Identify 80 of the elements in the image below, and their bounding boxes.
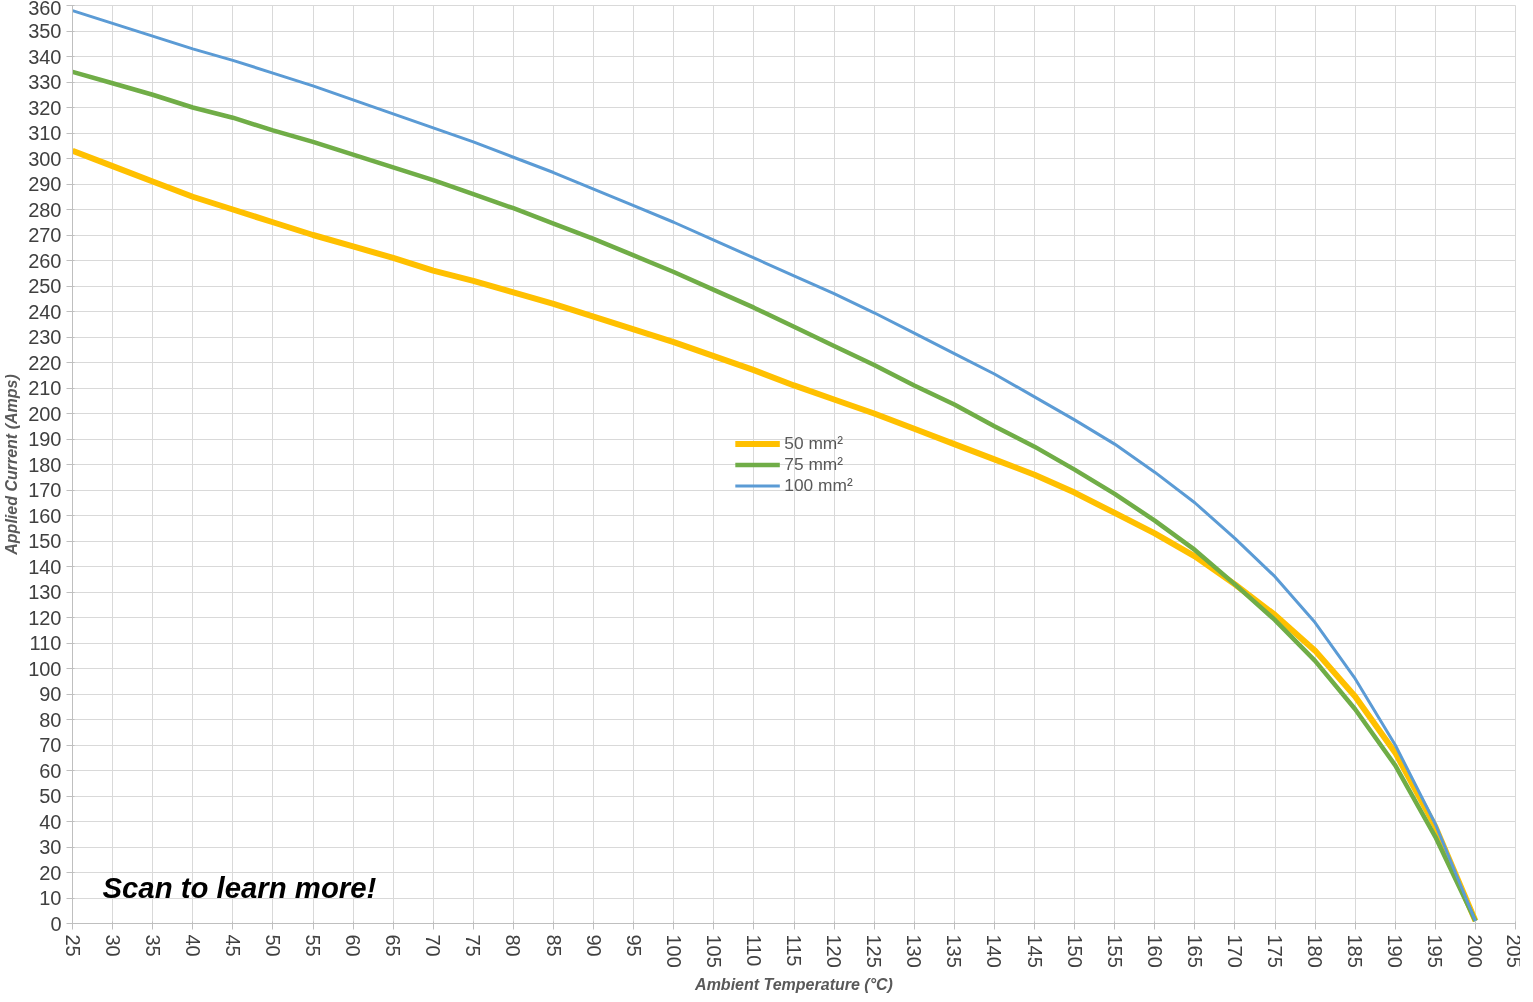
- y-tick-label: 20: [39, 861, 62, 884]
- legend-label: 75 mm²: [784, 453, 844, 475]
- y-tick-label: 50: [39, 785, 62, 807]
- y-tick-label: 230: [28, 326, 62, 348]
- y-tick-label: 70: [39, 734, 62, 756]
- x-tick-label: 200: [1464, 934, 1487, 968]
- annotation: Scan to learn more!: [102, 870, 377, 904]
- x-tick-label: 35: [141, 934, 164, 957]
- x-tick-label: 180: [1304, 934, 1327, 968]
- y-axis-title: Applied Current (Amps): [3, 374, 21, 556]
- y-tick-label: 130: [28, 581, 62, 603]
- y-tick-label: 270: [28, 224, 62, 246]
- x-tick-label: 155: [1103, 934, 1126, 968]
- x-tick-label: 110: [742, 934, 765, 967]
- y-tick-label: 290: [28, 173, 62, 195]
- y-tick-label: 170: [28, 479, 62, 501]
- x-tick-label: 125: [863, 934, 886, 968]
- y-tick-label: 180: [28, 453, 62, 476]
- y-tick-label: 260: [28, 249, 62, 272]
- x-tick-label: 25: [61, 934, 84, 957]
- x-tick-label: 185: [1344, 934, 1367, 968]
- x-axis-title: Ambient Temperature (°C): [694, 975, 893, 993]
- y-tick-label: 110: [29, 632, 62, 654]
- y-tick-label: 340: [28, 45, 62, 68]
- x-tick-label: 55: [302, 934, 324, 957]
- y-tick-label: 90: [39, 683, 62, 705]
- x-tick-label: 105: [702, 934, 725, 968]
- y-tick-label: 100: [28, 657, 62, 680]
- x-tick-label: 135: [943, 934, 966, 968]
- y-tick-label: 200: [28, 402, 62, 425]
- y-tick-label: 40: [39, 810, 62, 833]
- x-tick-label: 190: [1384, 934, 1407, 968]
- y-tick-label: 310: [28, 122, 62, 144]
- x-tick-label: 85: [542, 934, 565, 957]
- y-tick-label: 60: [39, 759, 62, 782]
- y-tick-label: 150: [28, 530, 62, 552]
- x-tick-label: 30: [101, 934, 124, 957]
- y-tick-label: 140: [28, 555, 62, 578]
- x-tick-label: 80: [502, 934, 525, 957]
- x-tick-label: 160: [1143, 934, 1166, 968]
- x-tick-label: 120: [823, 934, 846, 968]
- y-tick-label: 120: [28, 606, 62, 629]
- y-tick-label: 0: [50, 912, 62, 935]
- y-tick-label: 250: [28, 275, 62, 297]
- y-tick-label: 280: [28, 198, 62, 221]
- y-tick-label: 360: [28, 0, 62, 19]
- x-tick-label: 145: [1023, 934, 1046, 968]
- legend-label: 50 mm²: [784, 432, 844, 454]
- y-tick-label: 30: [39, 836, 62, 858]
- x-tick-label: 195: [1424, 934, 1447, 968]
- x-tick-label: 170: [1223, 934, 1246, 968]
- x-tick-label: 65: [382, 934, 405, 957]
- y-tick-label: 300: [28, 147, 62, 170]
- y-tick-label: 190: [28, 428, 62, 450]
- x-tick-label: 70: [422, 934, 445, 957]
- x-tick-label: 90: [582, 934, 605, 957]
- y-tick-label: 80: [39, 708, 62, 731]
- y-tick-label: 210: [28, 377, 62, 399]
- x-tick-label: 40: [181, 934, 204, 957]
- x-tick-label: 100: [662, 934, 685, 968]
- y-tick-label: 240: [28, 300, 62, 323]
- x-tick-label: 130: [903, 934, 926, 968]
- x-tick-label: 150: [1063, 934, 1086, 968]
- x-tick-label: 45: [221, 934, 244, 957]
- x-tick-label: 115: [783, 934, 805, 967]
- y-tick-label: 160: [28, 504, 62, 527]
- y-tick-label: 350: [28, 20, 62, 42]
- x-tick-label: 75: [462, 934, 485, 957]
- x-tick-label: 140: [983, 934, 1006, 968]
- y-tick-label: 10: [39, 887, 62, 909]
- y-tick-label: 330: [28, 71, 62, 93]
- x-tick-label: 50: [261, 934, 284, 957]
- y-tick-label: 320: [28, 96, 62, 119]
- x-tick-label: 205: [1502, 934, 1525, 968]
- x-tick-label: 175: [1264, 934, 1286, 968]
- x-tick-label: 60: [342, 934, 365, 957]
- x-tick-label: 95: [622, 934, 645, 957]
- x-tick-label: 165: [1183, 934, 1206, 968]
- y-tick-label: 220: [28, 351, 62, 374]
- legend-label: 100 mm²: [784, 474, 853, 496]
